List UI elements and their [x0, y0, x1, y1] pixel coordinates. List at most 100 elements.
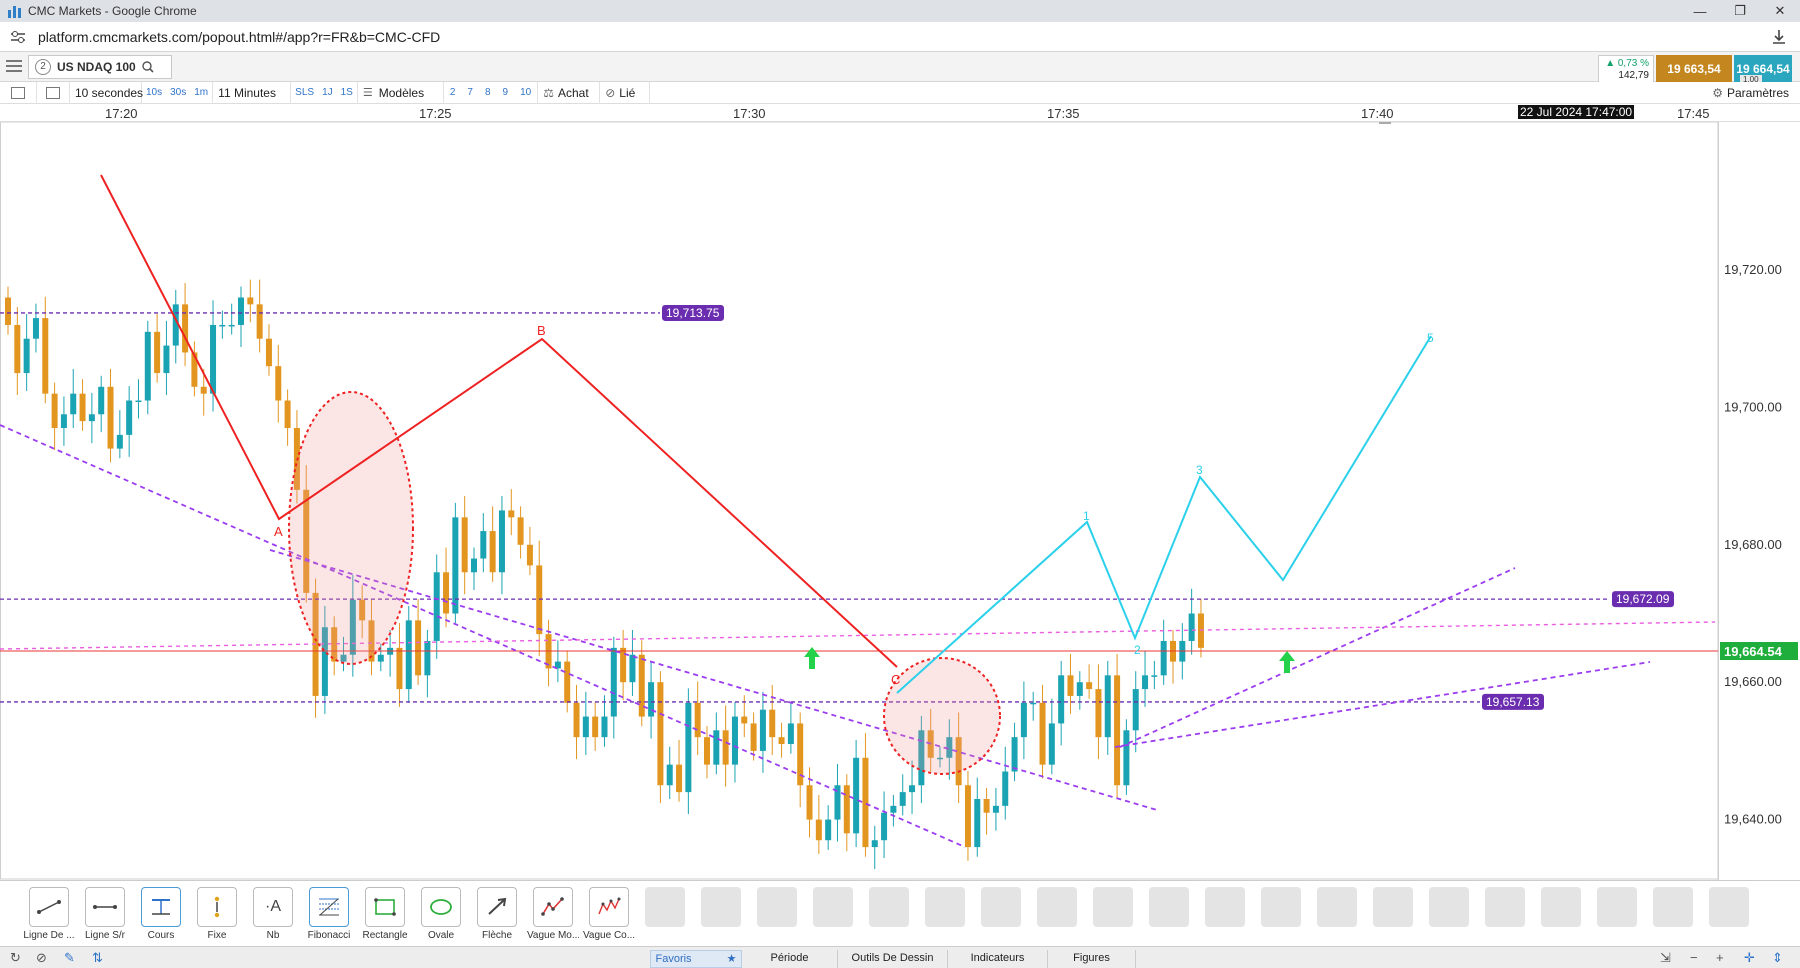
range-select[interactable]: 11 Minutes	[213, 81, 292, 104]
candle-body	[340, 654, 347, 662]
chart-list-icon[interactable]	[0, 81, 37, 104]
empty-tool-slot[interactable]	[1261, 887, 1301, 927]
zoom-out-icon[interactable]: −	[1690, 950, 1698, 965]
instrument-tab[interactable]: 2 US NDAQ 100	[28, 55, 172, 79]
tool-label: Fibonacci	[307, 930, 351, 941]
empty-tool-slot[interactable]	[1541, 887, 1581, 927]
candle-body	[685, 702, 692, 793]
candle-body	[247, 297, 254, 305]
tool-rectangle[interactable]: Rectangle	[359, 887, 411, 941]
candle-body	[1030, 702, 1037, 705]
empty-tool-slot[interactable]	[1149, 887, 1189, 927]
tab-indicators[interactable]: Indicateurs	[948, 950, 1048, 968]
plot-area	[0, 122, 1719, 880]
tool-label: Vague Mo...	[527, 930, 579, 941]
trend-line	[269, 549, 1158, 811]
tab-drawing-tools[interactable]: Outils De Dessin	[838, 950, 948, 968]
tool-text[interactable]: ·A Nb	[247, 887, 299, 941]
close-icon[interactable]: ✕	[1774, 3, 1786, 18]
empty-tool-slot[interactable]	[869, 887, 909, 927]
empty-tool-slot[interactable]	[1037, 887, 1077, 927]
tool-oval[interactable]: Ovale	[415, 887, 467, 941]
tool-fixed[interactable]: Fixe	[191, 887, 243, 941]
window-title: CMC Markets - Google Chrome	[28, 4, 197, 18]
quick-range-1s[interactable]: 1S	[337, 81, 358, 104]
tool-trend-line[interactable]: Ligne De ...	[23, 887, 75, 941]
candle-body	[489, 531, 496, 573]
refresh-icon[interactable]: ↻	[10, 950, 21, 965]
tool-label: Flèche	[481, 930, 512, 941]
restore-icon[interactable]: ❐	[1734, 3, 1746, 18]
change-percent: ▲ 0,73 %	[1605, 58, 1649, 69]
candle-body	[452, 517, 459, 614]
sell-price-button[interactable]: 19 663,54	[1656, 55, 1732, 83]
candle-body	[769, 709, 776, 738]
search-icon[interactable]	[142, 61, 154, 73]
quick-range-1j[interactable]: 1J	[322, 87, 333, 98]
empty-tool-slot[interactable]	[1429, 887, 1469, 927]
empty-tool-slot[interactable]	[1709, 887, 1749, 927]
pencil-icon[interactable]: ✎	[64, 950, 75, 965]
tab-favorites[interactable]: Favoris ★	[650, 950, 742, 968]
download-icon[interactable]	[1770, 28, 1788, 46]
templates-button[interactable]: ☰ Modèles	[358, 81, 444, 104]
tool-price[interactable]: Cours	[135, 887, 187, 941]
quick-interval-30s[interactable]: 30s	[170, 87, 187, 98]
template-9[interactable]: 9	[502, 87, 509, 98]
empty-tool-slot[interactable]	[1597, 887, 1637, 927]
empty-tool-slot[interactable]	[1317, 887, 1357, 927]
time-label: 17:40	[1361, 106, 1394, 121]
empty-tool-slot[interactable]	[981, 887, 1021, 927]
empty-tool-slot[interactable]	[645, 887, 685, 927]
tab-figures[interactable]: Figures	[1048, 950, 1136, 968]
price-chart[interactable]: 19,720.00 19,700.00 19,680.00 19,660.00 19,6…	[0, 122, 1800, 880]
settings-button[interactable]: ⚙ Paramètres	[1707, 82, 1794, 104]
candle-body	[955, 737, 962, 786]
buy-button[interactable]: ⚖ Achat	[538, 81, 601, 104]
zoom-in-icon[interactable]: +	[1716, 950, 1724, 965]
empty-tool-slot[interactable]	[1653, 887, 1693, 927]
tool-arrow[interactable]: Flèche	[471, 887, 523, 941]
layout-grid-icon[interactable]	[37, 81, 70, 104]
empty-tool-slot[interactable]	[757, 887, 797, 927]
crosshair-icon[interactable]: ✛	[1744, 950, 1755, 965]
tab-period[interactable]: Période	[742, 950, 838, 968]
up-arrow-icon	[1279, 651, 1295, 673]
quick-interval-1m[interactable]: 1m	[190, 81, 214, 104]
site-settings-icon[interactable]	[10, 30, 28, 44]
candle-body	[256, 304, 263, 339]
tool-motive-wave[interactable]: Vague Mo...	[527, 887, 579, 941]
tool-fibonacci[interactable]: Fibonacci	[303, 887, 355, 941]
empty-tool-slot[interactable]	[701, 887, 741, 927]
empty-tool-slot[interactable]	[1093, 887, 1133, 927]
empty-tool-slot[interactable]	[1485, 887, 1525, 927]
template-8[interactable]: 8	[484, 87, 491, 98]
menu-icon[interactable]	[6, 60, 22, 74]
tool-sr-line[interactable]: Ligne S/r	[79, 887, 131, 941]
wave-label: 2	[1134, 643, 1141, 657]
magnet-icon[interactable]: ⇅	[92, 950, 103, 965]
candle-body	[51, 393, 58, 429]
clear-icon[interactable]: ⊘	[36, 950, 47, 965]
quick-range-sls[interactable]: SLS	[295, 87, 315, 98]
minimize-icon[interactable]: —	[1693, 3, 1707, 19]
empty-tool-slot[interactable]	[1205, 887, 1245, 927]
tool-corrective-wave[interactable]: Vague Co...	[583, 887, 635, 941]
template-10[interactable]: 10	[514, 81, 539, 104]
empty-tool-slot[interactable]	[813, 887, 853, 927]
expand-icon[interactable]: ⇕	[1772, 950, 1783, 965]
buy-price-button[interactable]: 19 664,54 1,00	[1734, 55, 1792, 85]
url-field[interactable]: platform.cmcmarkets.com/popout.html#/app…	[38, 28, 441, 45]
empty-tool-slot[interactable]	[1373, 887, 1413, 927]
linked-button[interactable]: ⊘ Lié	[600, 81, 651, 104]
template-2[interactable]: 2	[449, 87, 456, 98]
candle-body	[778, 737, 785, 745]
template-7[interactable]: 7	[467, 87, 473, 98]
interval-select[interactable]: 10 secondes	[70, 81, 143, 104]
empty-tool-slot[interactable]	[925, 887, 965, 927]
quick-interval-10s[interactable]: 10s	[146, 87, 163, 98]
chart-canvas[interactable]: 19,720.00 19,700.00 19,680.00 19,660.00 19,6…	[0, 122, 1800, 880]
y-tick-label: 19,680.00	[1724, 537, 1782, 552]
fit-icon[interactable]: ⇲	[1660, 950, 1671, 965]
candle-body	[564, 661, 571, 703]
